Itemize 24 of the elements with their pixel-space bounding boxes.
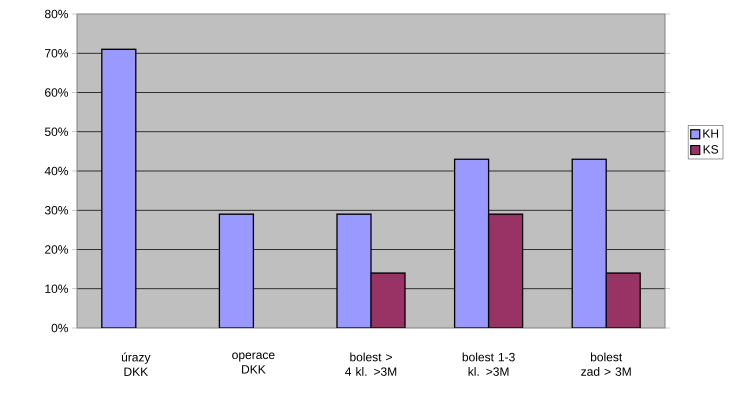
bar	[606, 272, 641, 328]
x-tick-label: bolest > 4 kl. >3M	[345, 352, 396, 376]
y-tick-label: 60%	[45, 88, 68, 97]
bar	[370, 272, 406, 328]
y-tick-label: 70%	[45, 49, 68, 58]
y-tick-label: 40%	[44, 166, 68, 176]
bar	[218, 214, 254, 328]
legend-label: KS	[704, 145, 718, 154]
y-tick-label: 50%	[44, 128, 68, 136]
y-tick-label: 20%	[45, 245, 68, 254]
y-tick-label: 80%	[44, 10, 68, 18]
bar	[101, 48, 136, 328]
bar	[488, 214, 524, 328]
x-tick-label: operace DKK	[232, 352, 275, 374]
x-tick-label: úrazy DKK	[122, 352, 150, 376]
bar	[336, 214, 372, 328]
legend-label: KH	[703, 129, 718, 138]
y-tick-label: 10%	[45, 284, 68, 293]
x-tick-label: bolest 1-3 kl. >3M	[462, 352, 515, 376]
y-tick-label: 30%	[44, 206, 68, 214]
x-tick-label: bolest zad > 3M	[581, 352, 631, 376]
y-tick-label: 0%	[52, 324, 68, 332]
bar	[572, 158, 607, 328]
bar	[454, 158, 490, 328]
